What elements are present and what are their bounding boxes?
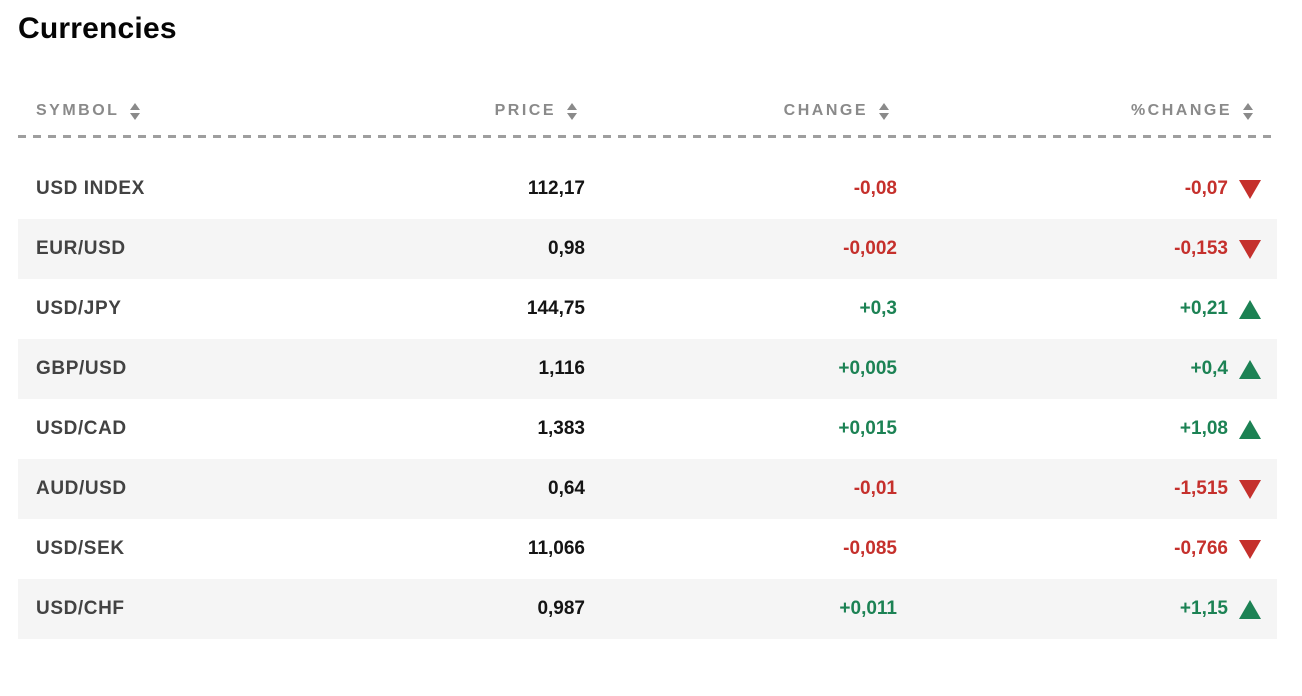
column-header-symbol[interactable]: SYMBOL [18,102,320,120]
arrow-up-icon [1239,419,1261,439]
pct-change-value: +0,4 [1190,358,1228,379]
symbol-cell[interactable]: GBP/USD [36,358,127,379]
table-row: USD INDEX 112,17 -0,08 -0,07 [18,159,1277,219]
table-row: GBP/USD 1,116 +0,005 +0,4 [18,339,1277,399]
column-header-change[interactable]: CHANGE [585,102,897,120]
pct-change-cell: +1,08 [897,418,1277,440]
sort-icon [130,102,141,120]
header-divider [18,135,1277,138]
arrow-up-icon [1239,299,1261,319]
table-row: USD/CAD 1,383 +0,015 +1,08 [18,399,1277,459]
currencies-page: Currencies SYMBOL PRICE CHANGE %CHANGE U… [18,12,1277,639]
change-cell: +0,011 [839,598,897,619]
arrow-down-icon [1239,479,1261,499]
table-row: EUR/USD 0,98 -0,002 -0,153 [18,219,1277,279]
symbol-cell[interactable]: USD/JPY [36,298,122,319]
sort-icon [1243,102,1253,120]
change-cell: +0,015 [838,418,897,439]
pct-change-cell: -0,766 [897,538,1277,560]
pct-change-value: -0,07 [1184,178,1228,199]
change-cell: -0,002 [843,238,897,259]
arrow-down-icon [1239,179,1261,199]
pct-change-value: +1,08 [1179,418,1228,439]
price-cell: 11,066 [527,538,585,559]
arrow-down-icon [1239,539,1261,559]
table-row: AUD/USD 0,64 -0,01 -1,515 [18,459,1277,519]
change-cell: -0,08 [853,178,897,199]
price-cell: 144,75 [526,298,585,319]
table-row: USD/SEK 11,066 -0,085 -0,766 [18,519,1277,579]
price-cell: 1,116 [538,358,586,379]
pct-change-value: -0,766 [1174,538,1228,559]
pct-change-cell: -0,153 [897,238,1277,260]
table-row: USD/JPY 144,75 +0,3 +0,21 [18,279,1277,339]
pct-change-value: -1,515 [1174,478,1228,499]
price-cell: 1,383 [537,418,585,439]
pct-change-value: +0,21 [1179,298,1228,319]
symbol-cell[interactable]: USD/CAD [36,418,127,439]
table-body: USD INDEX 112,17 -0,08 -0,07 EUR/USD 0,9… [18,159,1277,639]
symbol-cell[interactable]: AUD/USD [36,478,127,499]
pct-change-cell: -0,07 [897,178,1277,200]
column-header-pct-change-label: %CHANGE [1130,102,1232,119]
change-cell: -0,085 [843,538,897,559]
price-cell: 0,64 [548,478,585,499]
table-row: USD/CHF 0,987 +0,011 +1,15 [18,579,1277,639]
column-header-pct-change[interactable]: %CHANGE [897,102,1277,120]
column-header-price[interactable]: PRICE [320,102,585,120]
arrow-up-icon [1239,599,1261,619]
pct-change-cell: +0,21 [897,298,1277,320]
symbol-cell[interactable]: USD/SEK [36,538,125,559]
pct-change-cell: +1,15 [897,598,1277,620]
pct-change-cell: -1,515 [897,478,1277,500]
price-cell: 112,17 [527,178,585,199]
pct-change-value: +1,15 [1179,598,1228,619]
change-cell: +0,3 [859,298,897,319]
price-cell: 0,98 [548,238,585,259]
arrow-down-icon [1239,239,1261,259]
table-header-row: SYMBOL PRICE CHANGE %CHANGE [18,102,1277,120]
symbol-cell[interactable]: EUR/USD [36,238,126,259]
column-header-symbol-label: SYMBOL [36,102,120,119]
column-header-price-label: PRICE [494,102,556,119]
change-cell: -0,01 [853,478,897,499]
change-cell: +0,005 [838,358,897,379]
page-title: Currencies [18,12,177,45]
symbol-cell[interactable]: USD/CHF [36,598,125,619]
currencies-table: SYMBOL PRICE CHANGE %CHANGE USD INDEX 11… [18,102,1277,639]
pct-change-cell: +0,4 [897,358,1277,380]
price-cell: 0,987 [537,598,585,619]
pct-change-value: -0,153 [1174,238,1228,259]
arrow-up-icon [1239,359,1261,379]
sort-icon [567,102,577,120]
sort-icon [879,102,889,120]
column-header-change-label: CHANGE [783,102,868,119]
symbol-cell[interactable]: USD INDEX [36,178,145,199]
